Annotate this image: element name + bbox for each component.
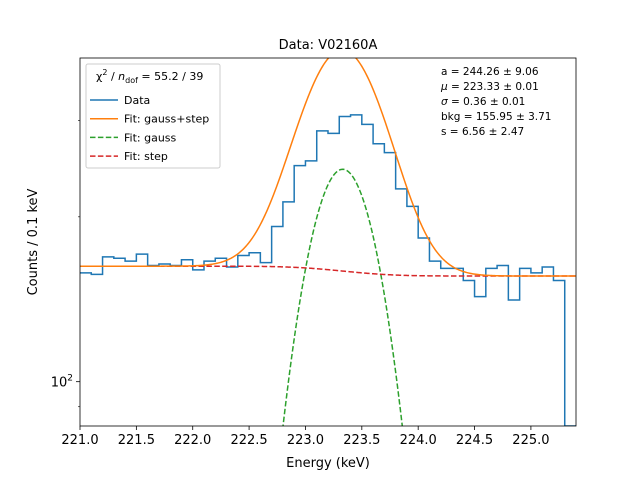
- fit-parameter: μ = 223.33 ± 0.01: [440, 81, 539, 93]
- y-axis-label: Counts / 0.1 keV: [26, 189, 41, 296]
- axes-frame: [79, 57, 577, 427]
- data-histogram: [80, 114, 576, 426]
- x-tick-label: 221.5: [118, 433, 155, 448]
- x-axis: 221.0 221.5 222.0 222.5 223.0 223.5 224.0 224.5…: [61, 426, 550, 448]
- fit-parameters: a = 244.26 ± 9.06 μ = 223.33 ± 0.01 σ = 0.…: [440, 66, 551, 138]
- fit-parameter: a = 244.26 ± 9.06: [441, 66, 539, 78]
- x-tick-label: 222.0: [174, 433, 211, 448]
- chart-title: Data: V02160A: [279, 38, 378, 53]
- y-tick-label: 102: [51, 374, 73, 391]
- legend-label: Fit: gauss: [124, 131, 177, 144]
- y-axis: 102: [51, 120, 80, 408]
- x-tick-label: 224.0: [400, 433, 437, 448]
- x-tick-label: 221.0: [61, 433, 98, 448]
- legend: χ2 / ndof = 55.2 / 39 Data Fit: gauss+ste…: [85, 63, 221, 169]
- legend-label: Fit: gauss+step: [124, 113, 209, 126]
- legend-label: Fit: step: [124, 150, 168, 163]
- x-tick-label: 223.0: [287, 433, 324, 448]
- fit-parameter: σ = 0.36 ± 0.01: [441, 96, 525, 108]
- x-axis-label: Energy (keV): [286, 456, 370, 471]
- x-tick-label: 222.5: [230, 433, 267, 448]
- fit-parameter: s = 6.56 ± 2.47: [441, 126, 524, 138]
- x-tick-label: 224.5: [456, 433, 493, 448]
- plot-area: [80, 58, 576, 426]
- fit-gauss-step-line: [80, 58, 576, 277]
- legend-box: [85, 63, 221, 169]
- x-tick-label: 225.0: [512, 433, 549, 448]
- legend-label: Data: [124, 94, 150, 107]
- legend-title: χ2 / ndof = 55.2 / 39: [96, 68, 203, 85]
- x-tick-label: 223.5: [343, 433, 380, 448]
- fit-gauss-line: [282, 168, 404, 426]
- fit-parameter: bkg = 155.95 ± 3.71: [441, 111, 551, 123]
